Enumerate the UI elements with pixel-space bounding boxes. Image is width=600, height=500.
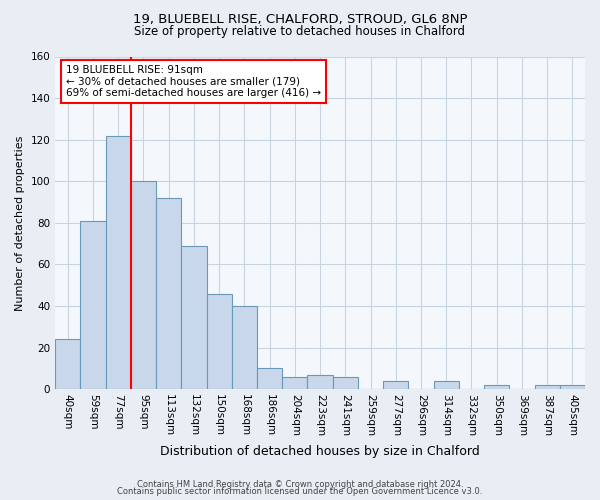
Bar (383, 381, 409, 389)
Bar (282, 376, 307, 389)
Text: 19, BLUEBELL RISE, CHALFORD, STROUD, GL6 8NP: 19, BLUEBELL RISE, CHALFORD, STROUD, GL6… (133, 12, 467, 26)
Text: Contains HM Land Registry data © Crown copyright and database right 2024.: Contains HM Land Registry data © Crown c… (137, 480, 463, 489)
Bar (131, 182, 156, 389)
Bar (156, 198, 181, 389)
Bar (434, 381, 459, 389)
Bar (181, 246, 206, 389)
Text: Size of property relative to detached houses in Chalford: Size of property relative to detached ho… (134, 25, 466, 38)
Text: 19 BLUEBELL RISE: 91sqm
← 30% of detached houses are smaller (179)
69% of semi-d: 19 BLUEBELL RISE: 91sqm ← 30% of detache… (66, 65, 321, 98)
Bar (232, 306, 257, 389)
Bar (206, 294, 232, 389)
Bar (257, 368, 282, 389)
Bar (560, 385, 585, 389)
Bar (80, 221, 106, 389)
Bar (332, 376, 358, 389)
Bar (106, 136, 131, 389)
X-axis label: Distribution of detached houses by size in Chalford: Distribution of detached houses by size … (160, 444, 480, 458)
Bar (307, 374, 332, 389)
Bar (484, 385, 509, 389)
Bar (535, 385, 560, 389)
Y-axis label: Number of detached properties: Number of detached properties (15, 135, 25, 310)
Text: Contains public sector information licensed under the Open Government Licence v3: Contains public sector information licen… (118, 488, 482, 496)
Bar (55, 340, 80, 389)
